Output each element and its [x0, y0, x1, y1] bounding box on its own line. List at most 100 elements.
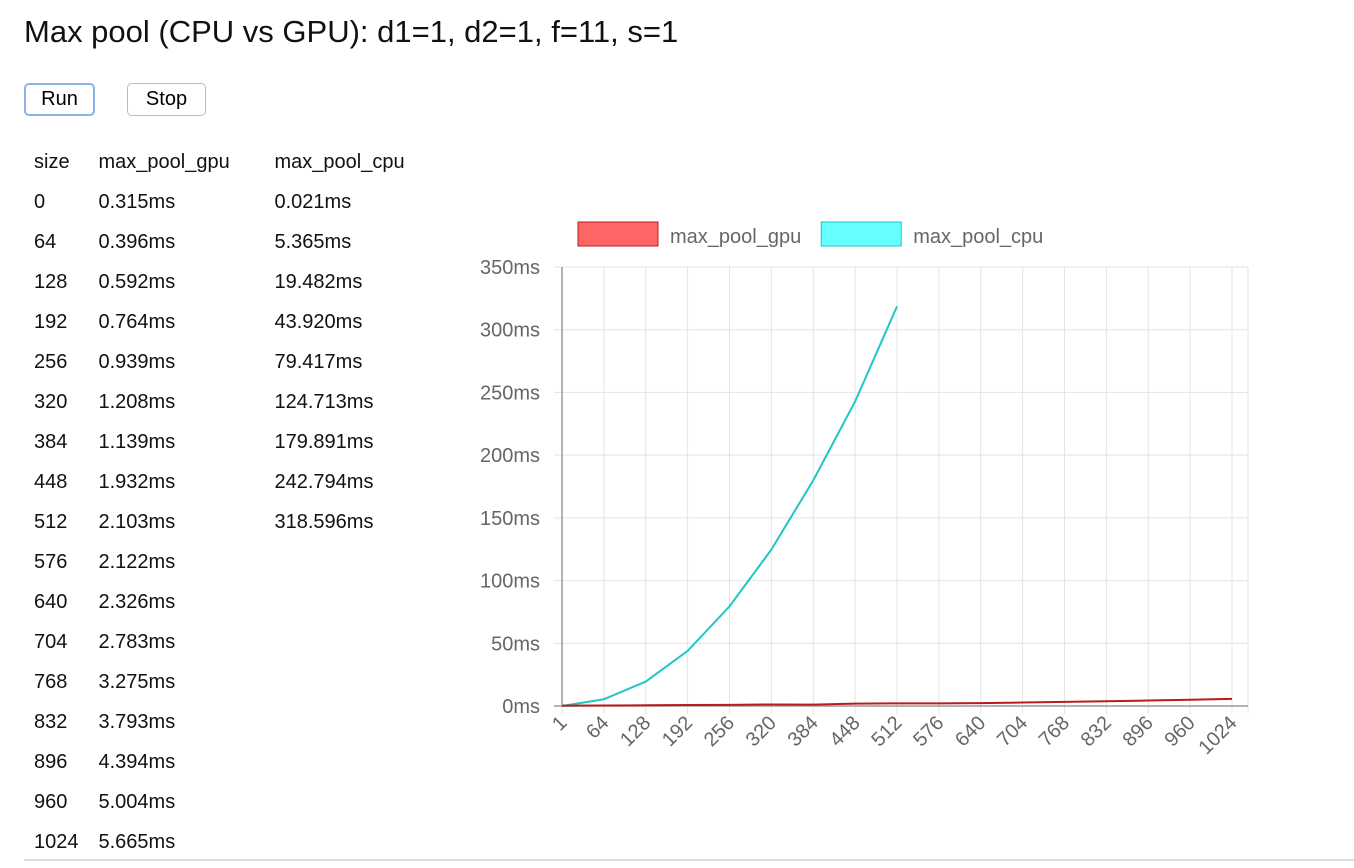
run-button[interactable]: Run: [24, 83, 95, 116]
table-row: 704 2.783ms: [24, 622, 415, 662]
table-cell: 0.021ms: [274, 190, 352, 213]
table-cell: 1024: [34, 830, 79, 853]
table-row: 320 1.208ms 124.713ms: [24, 382, 415, 422]
x-tick-label: 832: [1077, 712, 1116, 751]
table-cell: 0.315ms: [98, 190, 176, 213]
x-tick-label: 128: [616, 712, 655, 751]
x-tick-label: 576: [909, 712, 948, 751]
table-cell: 640: [34, 590, 68, 613]
table-row: 640 2.326ms: [24, 582, 415, 622]
y-tick-label: 300ms: [480, 320, 540, 342]
table-cell: 512: [34, 510, 68, 533]
x-tick-label: 1024: [1195, 712, 1242, 759]
table-cell: 896: [34, 750, 68, 773]
table-row: 64 0.396ms 5.365ms: [24, 222, 415, 262]
series-line: [561, 697, 1233, 707]
table-row: 384 1.139ms 179.891ms: [24, 422, 415, 462]
table-cell: 320: [34, 390, 68, 413]
table-cell: max_pool_cpu: [274, 150, 405, 173]
table-cell: 384: [34, 430, 68, 453]
x-tick-label: 448: [826, 712, 865, 751]
table-cell: 256: [34, 350, 68, 373]
y-tick-label: 200ms: [480, 445, 540, 467]
table-cell: 0.592ms: [98, 270, 176, 293]
table-cell: 179.891ms: [274, 430, 374, 453]
x-tick-label: 960: [1161, 712, 1200, 751]
table-row: 0 0.315ms 0.021ms: [24, 182, 415, 222]
table-cell: 2.326ms: [98, 590, 176, 613]
table-cell: 448: [34, 470, 68, 493]
table-cell: 318.596ms: [274, 510, 374, 533]
table-cell: 128: [34, 270, 68, 293]
x-tick-label: 512: [867, 712, 906, 751]
y-tick-label: 350ms: [480, 257, 540, 279]
table-cell: 0: [34, 190, 46, 213]
y-tick-label: 0ms: [502, 696, 540, 718]
table-cell: 5.665ms: [98, 830, 176, 853]
legend-swatch: [820, 221, 902, 247]
x-tick-label: 384: [784, 712, 823, 751]
table-cell: 3.793ms: [98, 710, 176, 733]
x-tick-label: 1: [548, 712, 571, 735]
table-row: 896 4.394ms: [24, 742, 415, 782]
table-row: 832 3.793ms: [24, 702, 415, 742]
x-tick-label: 768: [1035, 712, 1074, 751]
table-row: 192 0.764ms 43.920ms: [24, 302, 415, 342]
table-cell: 576: [34, 550, 68, 573]
table-cell: 0.764ms: [98, 310, 176, 333]
table-cell: 5.365ms: [274, 230, 352, 253]
table-cell: 960: [34, 790, 68, 813]
legend-label: max_pool_cpu: [913, 226, 1043, 248]
table-cell: 768: [34, 670, 68, 693]
table-cell: 2.783ms: [98, 630, 176, 653]
x-tick-label: 256: [700, 712, 739, 751]
table-cell: 0.396ms: [98, 230, 176, 253]
table-row: 960 5.004ms: [24, 782, 415, 822]
table-cell: size: [34, 150, 70, 173]
x-tick-label: 640: [951, 712, 990, 751]
table-cell: 192: [34, 310, 68, 333]
table-cell: 3.275ms: [98, 670, 176, 693]
table-row: 256 0.939ms 79.417ms: [24, 342, 415, 382]
table-row: 768 3.275ms: [24, 662, 415, 702]
legend-swatch: [577, 221, 659, 247]
table-row: 576 2.122ms: [24, 542, 415, 582]
table-cell: 19.482ms: [274, 270, 363, 293]
page-title: Max pool (CPU vs GPU): d1=1, d2=1, f=11,…: [24, 14, 679, 49]
legend-label: max_pool_gpu: [670, 226, 801, 248]
stop-button[interactable]: Stop: [127, 83, 206, 116]
y-tick-label: 100ms: [480, 571, 540, 593]
table-cell: 832: [34, 710, 68, 733]
table-cell: 5.004ms: [98, 790, 176, 813]
table-cell: 43.920ms: [274, 310, 363, 333]
x-tick-label: 192: [658, 712, 697, 751]
y-tick-label: 50ms: [491, 633, 540, 655]
table-cell: 0.939ms: [98, 350, 176, 373]
table-row: 512 2.103ms 318.596ms: [24, 502, 415, 542]
y-tick-label: 250ms: [480, 382, 540, 404]
table-row: 1024 5.665ms: [24, 822, 415, 862]
table-cell: 2.103ms: [98, 510, 176, 533]
table-cell: 1.932ms: [98, 470, 176, 493]
x-tick-label: 704: [993, 712, 1032, 751]
table-cell: 1.139ms: [98, 430, 176, 453]
table-header-row: size max_pool_gpu max_pool_cpu: [24, 142, 415, 182]
table-cell: 704: [34, 630, 68, 653]
table-cell: max_pool_gpu: [98, 150, 230, 173]
table-cell: 242.794ms: [274, 470, 374, 493]
x-tick-label: 896: [1119, 712, 1158, 751]
table-cell: 2.122ms: [98, 550, 176, 573]
table-cell: 124.713ms: [274, 390, 374, 413]
divider: [24, 859, 1354, 861]
y-tick-label: 150ms: [480, 508, 540, 530]
x-tick-label: 320: [742, 712, 781, 751]
table-cell: 64: [34, 230, 57, 253]
table-cell: 1.208ms: [98, 390, 176, 413]
table-cell: 4.394ms: [98, 750, 176, 773]
table-row: 448 1.932ms 242.794ms: [24, 462, 415, 502]
series-line: [561, 305, 898, 707]
results-table: size max_pool_gpu max_pool_cpu 0 0.315ms 0.02…: [24, 142, 415, 862]
table-cell: 79.417ms: [274, 350, 363, 373]
